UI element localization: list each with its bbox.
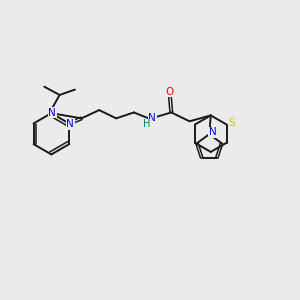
Text: N: N bbox=[209, 128, 217, 137]
Text: N: N bbox=[148, 113, 156, 123]
Text: H: H bbox=[143, 119, 151, 129]
Text: N: N bbox=[48, 108, 56, 118]
Text: N: N bbox=[66, 119, 74, 129]
Text: O: O bbox=[166, 87, 174, 97]
Text: S: S bbox=[228, 118, 235, 128]
